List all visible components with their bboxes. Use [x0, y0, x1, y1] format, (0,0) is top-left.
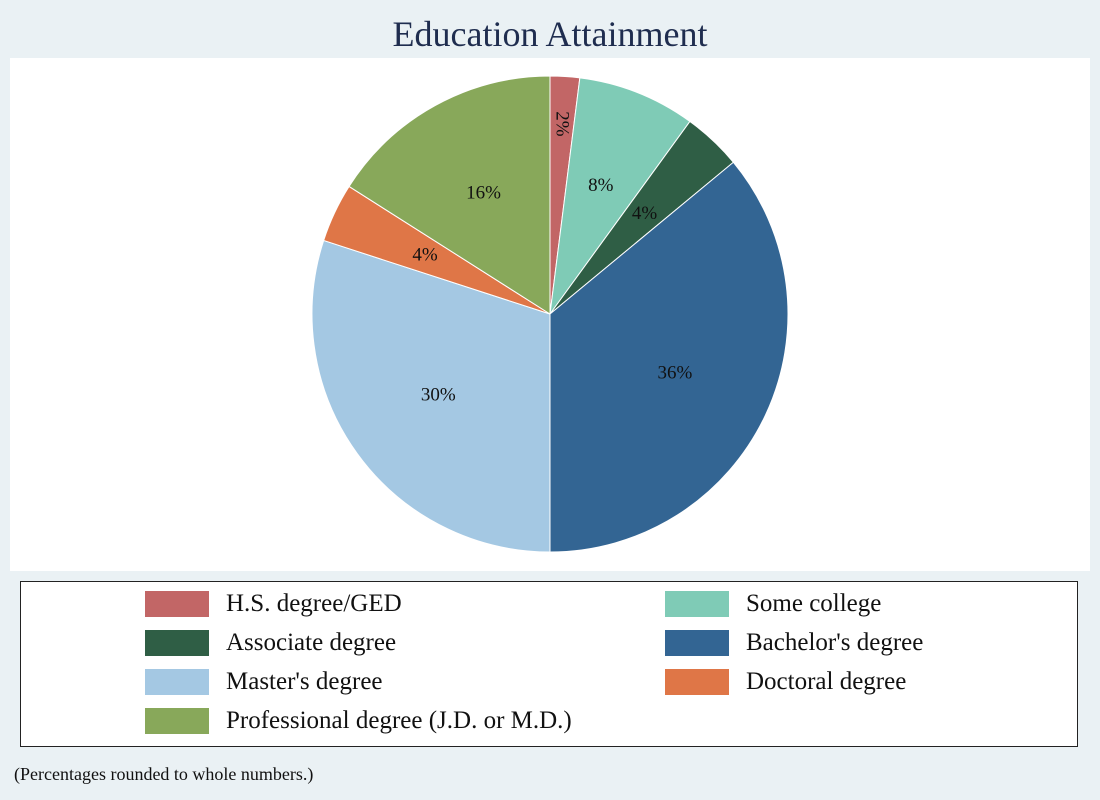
pie-slice-label-h-s-degree-ged: 2%: [551, 111, 572, 137]
pie-slice-label-master-s-degree: 30%: [421, 385, 456, 406]
legend-swatch: [145, 630, 209, 656]
pie-slices: [311, 75, 789, 553]
legend-item-professional-degree-j-d-or-m-d: Professional degree (J.D. or M.D.): [145, 706, 572, 736]
legend: H.S. degree/GED Some college Associate deg…: [20, 581, 1078, 747]
legend-item-h-s-degree-ged: H.S. degree/GED: [145, 589, 402, 619]
pie-slice-label-some-college: 8%: [588, 175, 614, 196]
legend-label: Bachelor's degree: [746, 629, 924, 656]
legend-swatch: [665, 630, 729, 656]
legend-swatch: [665, 669, 729, 695]
legend-swatch: [145, 708, 209, 734]
legend-swatch: [665, 591, 729, 617]
pie-slice-label-professional-degree-j-d-or-m-d: 16%: [466, 183, 501, 204]
pie-slice-label-bachelor-s-degree: 36%: [657, 362, 692, 383]
pie-chart: 2% 8% 4% 36% 30% 4% 16%: [311, 75, 789, 553]
legend-swatch: [145, 591, 209, 617]
legend-item-some-college: Some college: [665, 589, 881, 619]
legend-label: Professional degree (J.D. or M.D.): [226, 707, 572, 734]
pie-slice-label-associate-degree: 4%: [632, 203, 658, 224]
legend-item-master-s-degree: Master's degree: [145, 667, 383, 697]
legend-swatch: [145, 669, 209, 695]
legend-label: Master's degree: [226, 668, 383, 695]
pie-slice-professional-degree-j-d-or-m-d: [348, 75, 551, 315]
pie-slice-labels: 2% 8% 4% 36% 30% 4% 16%: [412, 111, 692, 405]
legend-label: Associate degree: [226, 629, 397, 656]
pie-slice-master-s-degree: [311, 239, 551, 553]
legend-item-associate-degree: Associate degree: [145, 628, 396, 658]
plot-area: 2% 8% 4% 36% 30% 4% 16%: [10, 58, 1090, 571]
legend-label: Some college: [746, 590, 882, 617]
pie-slice-bachelor-s-degree: [549, 161, 789, 553]
pie-slice-some-college: [549, 77, 691, 315]
legend-label: Doctoral degree: [746, 668, 907, 695]
chart-title: Education Attainment: [392, 14, 708, 54]
legend-label: H.S. degree/GED: [226, 590, 402, 617]
legend-item-doctoral-degree: Doctoral degree: [665, 667, 906, 697]
chart-footnote: (Percentages rounded to whole numbers.): [14, 764, 314, 784]
pie-slice-label-doctoral-degree: 4%: [412, 245, 438, 266]
legend-item-bachelor-s-degree: Bachelor's degree: [665, 628, 923, 658]
